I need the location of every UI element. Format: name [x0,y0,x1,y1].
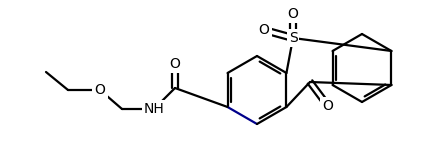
Text: O: O [259,23,269,37]
Text: NH: NH [144,102,164,116]
Text: O: O [288,7,299,21]
Text: S: S [289,31,297,45]
Text: O: O [170,57,181,71]
Text: O: O [322,99,334,113]
Text: O: O [95,83,106,97]
